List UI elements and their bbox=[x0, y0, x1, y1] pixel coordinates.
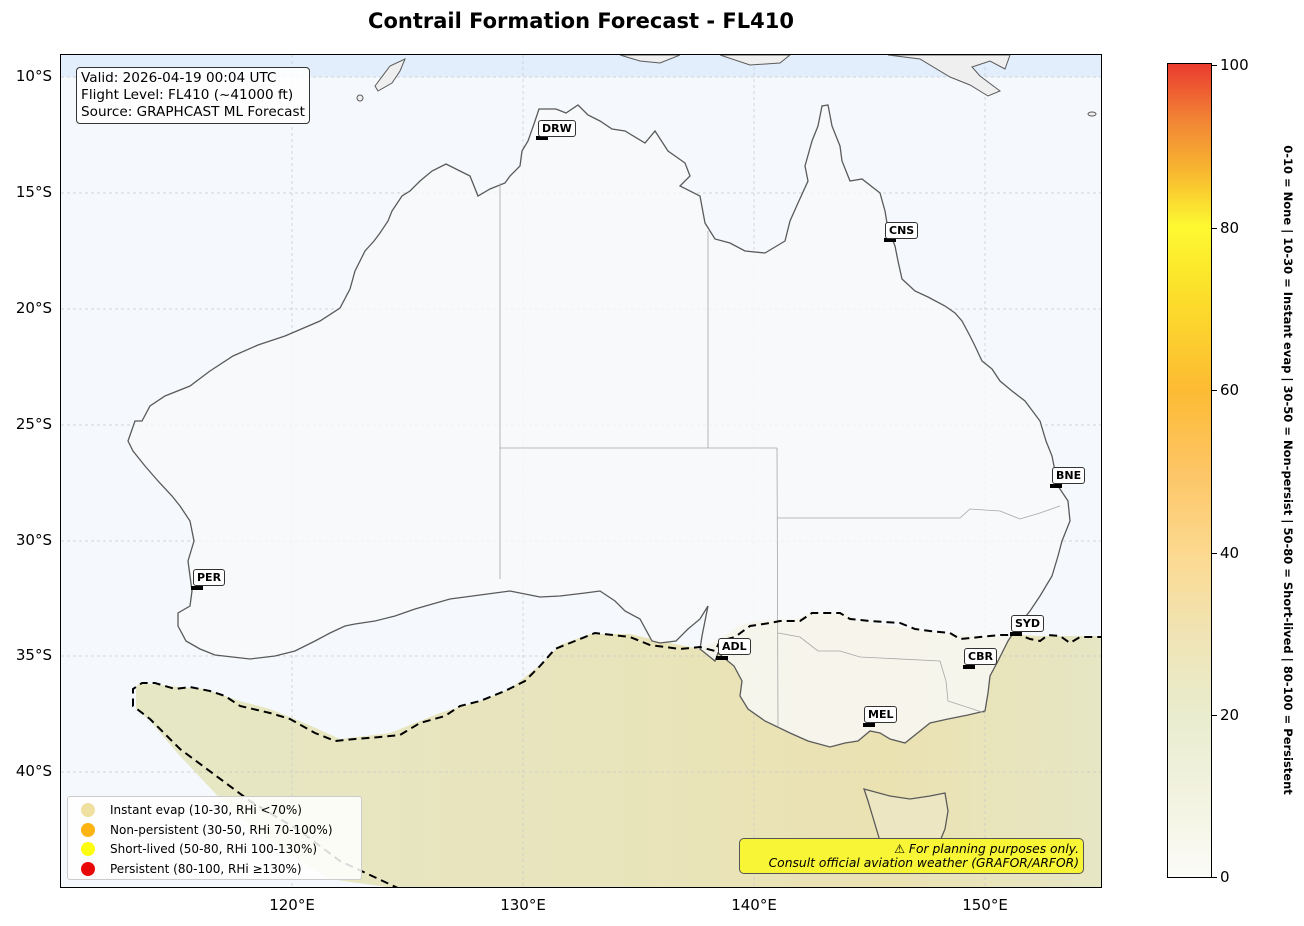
legend-item-instant-evap: Instant evap (10-30, RHi <70%) bbox=[68, 800, 361, 820]
colorbar-label-60: 60 bbox=[1220, 381, 1240, 399]
map-plot-area[interactable] bbox=[60, 54, 1102, 888]
legend-dot-icon bbox=[81, 822, 95, 837]
lon-tick-140e: 140°E bbox=[731, 896, 777, 914]
flight-level: Flight Level: FL410 (~41000 ft) bbox=[81, 87, 294, 103]
city-label-syd[interactable]: SYD bbox=[1011, 615, 1045, 632]
legend-item-persistent: Persistent (80-100, RHi ≥130%) bbox=[68, 859, 361, 879]
category-legend: Instant evap (10-30, RHi <70%) Non-persi… bbox=[67, 796, 362, 880]
legend-label: Instant evap (10-30, RHi <70%) bbox=[110, 802, 302, 817]
city-marker-adl bbox=[716, 656, 728, 660]
lat-tick-10s: 10°S bbox=[15, 67, 52, 85]
lat-tick-35s: 35°S bbox=[15, 646, 52, 664]
lon-tick-150e: 150°E bbox=[962, 896, 1008, 914]
city-label-drw[interactable]: DRW bbox=[538, 120, 576, 137]
city-label-per[interactable]: PER bbox=[193, 569, 226, 586]
legend-label: Short-lived (50-80, RHi 100-130%) bbox=[110, 842, 318, 857]
city-label-bne[interactable]: BNE bbox=[1052, 467, 1086, 484]
warning-line-1: ⚠ For planning purposes only. bbox=[894, 842, 1079, 856]
chart-title: Contrail Formation Forecast - FL410 bbox=[368, 9, 794, 33]
colorbar-tick bbox=[1212, 228, 1217, 230]
city-marker-mel bbox=[863, 723, 875, 727]
colorbar-category-note: 0-10 = None | 10-30 = Instant evap | 30-… bbox=[1281, 145, 1295, 795]
contour-boundary bbox=[132, 612, 1101, 887]
legend-label: Non-persistent (30-50, RHi 70-100%) bbox=[110, 822, 333, 837]
city-label-cbr[interactable]: CBR bbox=[964, 648, 997, 665]
legend-item-short-lived: Short-lived (50-80, RHi 100-130%) bbox=[68, 840, 361, 860]
north-islands bbox=[356, 55, 1097, 117]
lat-tick-30s: 30°S bbox=[15, 531, 52, 549]
colorbar-tick bbox=[1212, 553, 1217, 555]
lon-tick-120e: 120°E bbox=[269, 896, 315, 914]
australia-coastline bbox=[127, 104, 1071, 748]
warning-line-2: Consult official aviation weather (GRAFO… bbox=[768, 856, 1079, 870]
legend-dot-icon bbox=[81, 862, 95, 877]
city-marker-per bbox=[191, 586, 203, 590]
city-marker-cns bbox=[884, 238, 896, 242]
colorbar-tick bbox=[1212, 390, 1217, 392]
colorbar-tick bbox=[1212, 715, 1217, 717]
lat-tick-40s: 40°S bbox=[15, 762, 52, 780]
forecast-info-box: Valid: 2026-04-19 00:04 UTC Flight Level… bbox=[76, 67, 310, 124]
city-marker-syd bbox=[1010, 632, 1022, 636]
planning-warning-box: ⚠ For planning purposes only. Consult of… bbox=[739, 838, 1084, 874]
colorbar-label-80: 80 bbox=[1220, 219, 1240, 237]
legend-item-non-persistent: Non-persistent (30-50, RHi 70-100%) bbox=[68, 820, 361, 840]
colorbar-tick bbox=[1212, 65, 1217, 67]
city-label-mel[interactable]: MEL bbox=[864, 706, 898, 723]
colorbar-label-0: 0 bbox=[1220, 868, 1230, 886]
city-label-cns[interactable]: CNS bbox=[885, 222, 919, 239]
lat-tick-20s: 20°S bbox=[15, 299, 52, 317]
legend-dot-icon bbox=[81, 802, 95, 817]
city-marker-bne bbox=[1050, 484, 1062, 488]
lat-tick-15s: 15°S bbox=[15, 183, 52, 201]
colorbar-tick bbox=[1212, 877, 1217, 879]
northern-field-band bbox=[61, 55, 1101, 77]
valid-time: Valid: 2026-04-19 00:04 UTC bbox=[81, 70, 277, 86]
colorbar-label-40: 40 bbox=[1220, 544, 1240, 562]
legend-dot-icon bbox=[81, 842, 95, 857]
legend-label: Persistent (80-100, RHi ≥130%) bbox=[110, 862, 302, 877]
colorbar bbox=[1167, 63, 1212, 878]
lon-tick-130e: 130°E bbox=[500, 896, 546, 914]
city-marker-drw bbox=[536, 136, 548, 140]
forecast-source: Source: GRAPHCAST ML Forecast bbox=[81, 104, 305, 120]
map-canvas bbox=[61, 55, 1101, 887]
colorbar-label-20: 20 bbox=[1220, 706, 1240, 724]
city-marker-cbr bbox=[963, 665, 975, 669]
colorbar-label-100: 100 bbox=[1220, 56, 1249, 74]
lat-tick-25s: 25°S bbox=[15, 415, 52, 433]
state-borders bbox=[499, 183, 1061, 727]
city-label-adl[interactable]: ADL bbox=[718, 638, 751, 655]
